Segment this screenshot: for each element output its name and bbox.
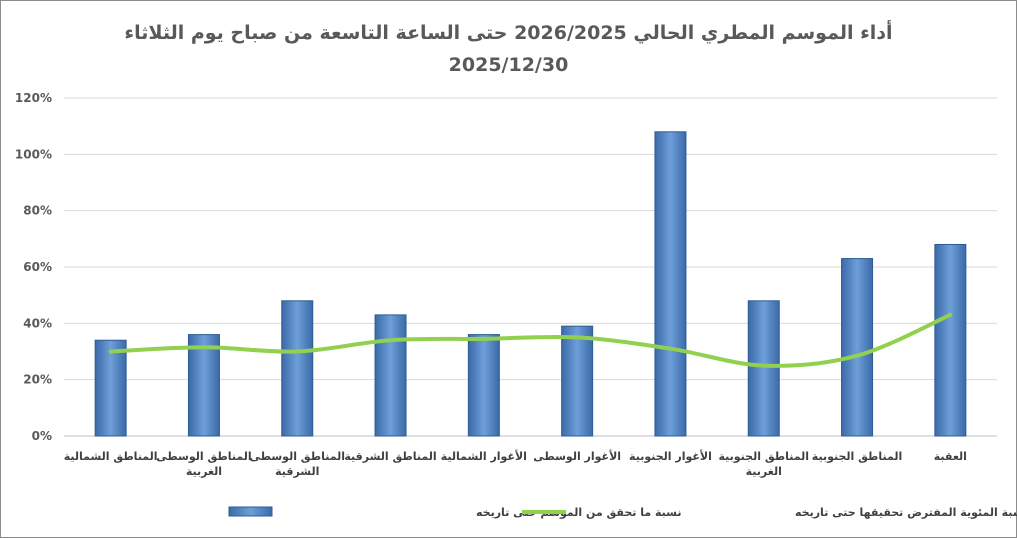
expected-percentage-line [108, 312, 953, 368]
x-category-label: الأغوار الوسطى [533, 449, 621, 463]
bar [187, 334, 220, 437]
y-tick-label: 80% [23, 204, 52, 218]
y-tick-label: 120% [15, 91, 52, 105]
y-tick-label: 100% [15, 147, 52, 161]
x-category-label: المناطق الشمالية [64, 450, 158, 463]
legend: نسبة ما تحقق من الموسم حتى تاريخه النسبة … [228, 506, 1017, 519]
y-axis-ticks: 0% 20% 40% 60% 80% 100% 120% [15, 91, 52, 443]
chart-title-line-1: أداء الموسم المطري الحالي 2026/2025 حتى … [124, 22, 893, 44]
x-category-label: الشرقية [275, 465, 319, 478]
x-category-label: المناطق الوسطى [156, 450, 251, 463]
legend-bar-label: نسبة ما تحقق من الموسم حتى تاريخه [476, 506, 682, 519]
bar [654, 131, 687, 437]
line-series [108, 312, 953, 368]
x-category-label: الأغوار الشمالية [441, 449, 527, 463]
x-category-label: المناطق الجنوبية [812, 450, 903, 463]
y-tick-label: 40% [23, 316, 52, 330]
bar [934, 243, 967, 437]
legend-bar-swatch [228, 506, 273, 517]
x-category-label: العقبة [934, 450, 967, 463]
bar [841, 258, 874, 437]
legend-line-label: النسبة المئوية المفترض تحقيقها حتى تاريخ… [795, 506, 1017, 519]
x-category-label: الغربية [746, 465, 782, 478]
x-category-label: الغربية [186, 465, 222, 478]
chart-title-line-2: 2025/12/30 [448, 54, 569, 76]
y-tick-label: 60% [23, 260, 52, 274]
bar [747, 300, 780, 437]
x-category-label: المناطق الوسطى [250, 450, 345, 463]
y-tick-label: 0% [32, 429, 52, 443]
bar [374, 314, 407, 437]
bar-series [94, 131, 967, 437]
x-category-label: الأغوار الجنوبية [629, 449, 712, 463]
x-category-label: المناطق الجنوبية [718, 450, 809, 463]
bar [467, 334, 500, 437]
y-tick-label: 20% [23, 373, 52, 387]
bar [281, 300, 314, 437]
bar [561, 325, 594, 437]
bar [94, 339, 127, 437]
x-category-label: المناطق الشرقية [344, 450, 436, 463]
